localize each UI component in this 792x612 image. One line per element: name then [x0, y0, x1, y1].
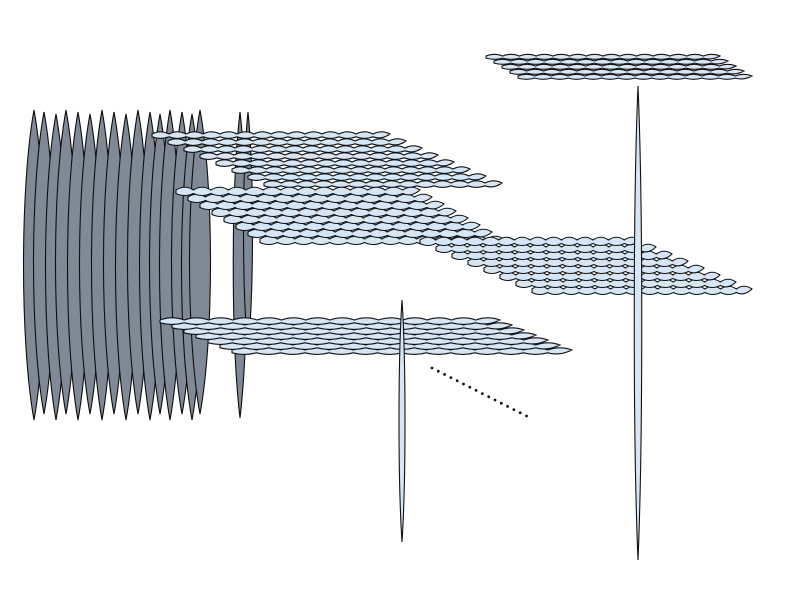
cloud-stack-right-layer — [515, 278, 737, 289]
trail-dot — [474, 389, 478, 392]
trail-dot — [487, 395, 491, 399]
cloud-stack-upper-layer — [215, 159, 456, 167]
cloud-stack-upper-layer — [151, 131, 392, 139]
cloud-stack-top-right-layer — [517, 73, 754, 80]
needle-poles — [398, 85, 643, 561]
cloud-stack-upper-layer — [263, 180, 504, 188]
trail-dot — [518, 411, 522, 415]
trail-dot — [468, 385, 472, 389]
cloud-stack-top-right-layer — [501, 63, 738, 70]
trail-dot — [525, 414, 528, 418]
cloud-stack-upper-layer — [167, 138, 408, 146]
cloud-stack-upper-layer — [247, 173, 488, 181]
cloud-stack-lower-layer — [159, 317, 502, 325]
cloud-stack-right-layer — [435, 243, 657, 254]
cloud-stack-top-right-layer — [485, 53, 722, 60]
cloud-stack-top-right-layer — [509, 68, 746, 75]
cloud-stack-right-layer — [483, 264, 705, 275]
cloud-stack-upper-layer — [231, 166, 472, 174]
trail-dot — [499, 401, 503, 405]
cloud-stack-middle-layer — [175, 186, 421, 197]
trail-dot — [436, 369, 440, 373]
trail-dot — [481, 392, 484, 395]
needle-pole-right — [633, 85, 643, 561]
trail-dot — [443, 373, 446, 376]
trail-dot — [449, 376, 453, 379]
trail-dot — [512, 408, 516, 411]
needle-pole-center — [398, 299, 406, 543]
cloud-stack-right-layer — [419, 236, 641, 247]
horizontal-cloud-stacks — [151, 53, 754, 355]
cloud-stack-upper-layer — [199, 152, 440, 160]
dotted-trail — [430, 366, 528, 418]
trail-dot — [462, 382, 465, 386]
trail-dot — [430, 366, 434, 370]
cloud-stack-top-right-layer — [493, 58, 730, 65]
trail-dot — [455, 379, 459, 383]
trail-dot — [493, 398, 497, 402]
cloud-stack-right-layer — [467, 257, 689, 268]
trail-dot — [506, 405, 509, 408]
cloud-stack-upper-layer — [183, 145, 424, 153]
cloud-stack-right-layer — [499, 271, 721, 282]
